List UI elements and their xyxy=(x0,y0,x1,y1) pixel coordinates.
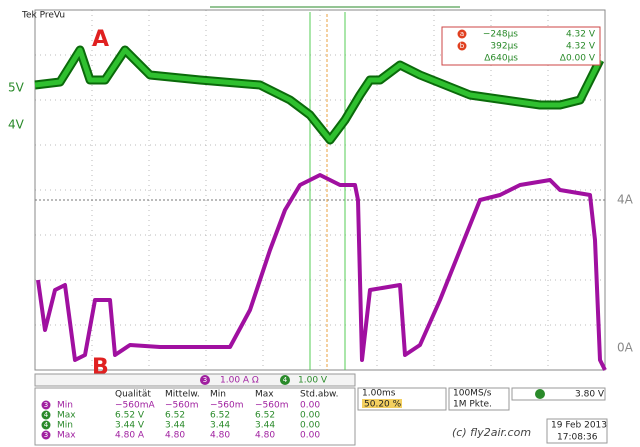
position: 50.20 % xyxy=(364,400,402,410)
table-cell: 4.80 xyxy=(255,431,275,441)
table-cell: 3.44 xyxy=(255,421,275,431)
channel-icon xyxy=(200,375,210,385)
sample-rate: 100MS/s xyxy=(453,389,492,399)
cursor-time: Δ640µs xyxy=(484,54,518,64)
channel-number: 3 xyxy=(203,376,207,384)
marker-a: A xyxy=(92,27,109,52)
cursor-icon-label: a xyxy=(460,30,464,38)
table-cell: −560m xyxy=(210,401,244,411)
table-cell: 6.52 xyxy=(165,411,185,421)
channel-scale: 1.00 A Ω xyxy=(220,376,259,386)
cursor-icon xyxy=(457,29,467,39)
record-length: 1M Pkte. xyxy=(453,400,492,410)
channel-scale: 1.00 V xyxy=(298,376,328,386)
level-label: 4A xyxy=(617,193,634,207)
table-cell: 6.52 xyxy=(255,411,275,421)
table-cell: 0.00 xyxy=(300,431,320,441)
trigger-box xyxy=(511,387,606,401)
channel-number: 4 xyxy=(283,376,288,384)
table-cell: −560mA xyxy=(115,401,155,411)
position-highlight xyxy=(362,399,402,408)
cursor-readout xyxy=(441,26,601,66)
table-cell: −560m xyxy=(165,401,199,411)
table-cell: 4.80 A xyxy=(115,431,145,441)
table-header: Mittelw. xyxy=(165,390,200,400)
table-header: Min xyxy=(210,390,226,400)
table-cell: 4.80 xyxy=(165,431,185,441)
table-cell: 3.44 xyxy=(165,421,185,431)
rate-box xyxy=(448,387,510,411)
channel-number: 4 xyxy=(44,421,49,429)
channel-bar xyxy=(34,373,356,387)
trace-a xyxy=(34,47,603,143)
table-cell: 0.00 xyxy=(300,421,320,431)
clock: 17:08:36 xyxy=(557,433,598,443)
channel-number: 4 xyxy=(44,411,49,419)
measurement-rows: Qualität Mittelw. Min Max Std.abw.3 Min −560mA… xyxy=(41,390,338,441)
level-label: 5V xyxy=(8,81,25,95)
trigger-level: 3.80 V xyxy=(575,390,605,400)
row-label: Min xyxy=(57,401,73,411)
time-scale: 1.00ms xyxy=(362,389,396,399)
row-label: Max xyxy=(57,431,76,441)
table-cell: 6.52 V xyxy=(115,411,145,421)
row-label: Min xyxy=(57,421,73,431)
trigger-icon xyxy=(535,389,545,399)
watermark: (c) fly2air.com xyxy=(452,426,531,439)
channel-icon xyxy=(280,375,290,385)
table-header: Std.abw. xyxy=(300,390,338,400)
level-label: 4V xyxy=(8,118,25,132)
cursor-icon xyxy=(457,41,467,51)
table-cell: 6.52 xyxy=(210,411,230,421)
table-cell: 3.44 V xyxy=(115,421,145,431)
channel-icon xyxy=(41,420,51,430)
cursor-rows: a −248µs 4.32 V b 392µs 4.32 V Δ640µs Δ0.00 V xyxy=(457,29,596,64)
status-title: Tek PreVu xyxy=(21,11,65,21)
cursor-voltage: 4.32 V xyxy=(566,30,596,40)
date: 19 Feb 2013 xyxy=(551,421,607,431)
table-cell: 4.80 xyxy=(210,431,230,441)
row-label: Max xyxy=(57,411,76,421)
channel-icon xyxy=(41,410,51,420)
table-header: Max xyxy=(255,390,274,400)
table-cell: 0.00 xyxy=(300,401,320,411)
cursor-icon-label: b xyxy=(460,42,465,50)
channel-icon xyxy=(41,430,51,440)
table-cell: −560m xyxy=(255,401,289,411)
cursor-time: −248µs xyxy=(483,30,518,40)
table-cell: 0.00 xyxy=(300,411,320,421)
level-label: 0A xyxy=(617,341,634,355)
date-box xyxy=(546,418,608,444)
measurement-table xyxy=(34,387,356,446)
graticule-frame xyxy=(34,9,606,371)
channel-number: 3 xyxy=(44,431,48,439)
cursor-voltage: Δ0.00 V xyxy=(560,54,596,64)
cursor-voltage: 4.32 V xyxy=(566,42,596,52)
table-header: Qualität xyxy=(115,390,151,400)
trace-b xyxy=(36,173,607,371)
channel-icon xyxy=(41,400,51,410)
channel-number: 3 xyxy=(44,401,48,409)
cursor-time: 392µs xyxy=(490,42,518,52)
table-cell: 3.44 xyxy=(210,421,230,431)
